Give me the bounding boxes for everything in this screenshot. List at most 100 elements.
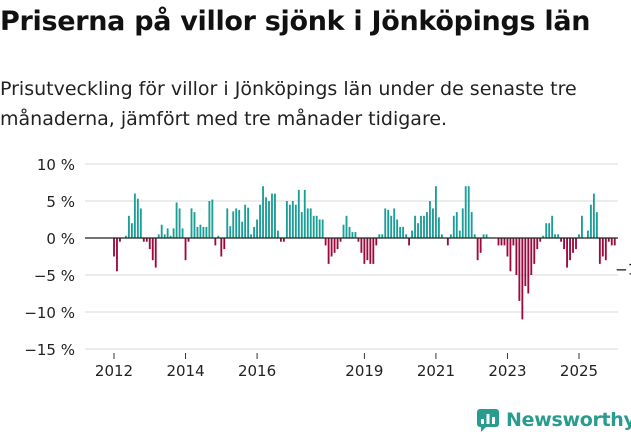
bar: [378, 234, 381, 238]
bar: [193, 212, 196, 238]
bar: [485, 234, 488, 238]
bar: [411, 230, 413, 238]
x-axis: 2012 2014 2016 2019 2021 2023 2025: [95, 353, 598, 380]
bar: [581, 215, 583, 238]
bar: [315, 215, 318, 238]
bar: [536, 238, 539, 250]
bar: [387, 209, 390, 238]
bar: [426, 212, 428, 238]
x-tick-label: 2025: [560, 362, 598, 380]
y-tick-label: −5 %: [34, 267, 75, 285]
bar: [461, 208, 464, 238]
bar: [479, 238, 482, 253]
bar: [518, 238, 521, 301]
bar: [375, 238, 378, 246]
bar: [172, 228, 175, 238]
bar: [417, 223, 419, 238]
bar: [214, 238, 217, 246]
bar: [268, 201, 270, 238]
bar: [384, 208, 387, 238]
bar: [521, 238, 524, 320]
bar: [500, 238, 503, 246]
bar: [333, 238, 336, 253]
bar: [440, 234, 443, 238]
bar: [318, 219, 321, 238]
bar: [127, 215, 130, 238]
bar: [113, 238, 115, 257]
bar: [357, 238, 360, 242]
y-tick-label: 10 %: [37, 156, 75, 174]
x-tick-label: 2016: [238, 362, 276, 380]
bar: [187, 238, 190, 242]
bar: [595, 212, 598, 238]
bar: [142, 238, 145, 242]
bar: [133, 193, 136, 238]
bar: [509, 238, 512, 272]
bar: [396, 219, 399, 238]
bar: [190, 208, 193, 238]
bar: [294, 204, 297, 238]
y-axis-labels: 10 % 5 % 0 % −5 % −10 % −15 %: [24, 156, 75, 359]
bar: [434, 186, 437, 238]
bar: [250, 234, 253, 238]
page-title: Priserna på villor sjönk i Jönköpings lä…: [0, 6, 591, 37]
bar: [202, 226, 205, 238]
bar: [321, 219, 324, 238]
bar: [548, 223, 551, 238]
bar: [211, 199, 214, 238]
bar: [342, 224, 345, 238]
bar: [327, 238, 330, 264]
bar: [524, 238, 527, 287]
bar: [390, 215, 393, 238]
bar: [217, 235, 220, 238]
x-tick-label: 2021: [417, 362, 455, 380]
bar: [604, 238, 607, 261]
newsworthy-logo-icon: [477, 409, 499, 432]
bar: [399, 226, 402, 238]
bar: [515, 238, 518, 275]
bar: [169, 235, 172, 238]
bar: [482, 234, 485, 238]
bar: [589, 204, 592, 238]
bar: [455, 212, 458, 238]
last-value-annotation: −1 %: [615, 260, 631, 278]
bar: [351, 232, 354, 238]
bar: [306, 208, 309, 238]
y-tick-label: 5 %: [46, 193, 75, 211]
bar: [566, 238, 568, 268]
bar: [309, 208, 312, 238]
bar: [437, 217, 440, 238]
bar: [366, 238, 369, 261]
bar: [148, 238, 151, 250]
bar: [220, 238, 223, 257]
bar: [241, 221, 244, 238]
bar: [157, 234, 160, 238]
bar: [271, 193, 273, 238]
bar: [372, 238, 375, 264]
bar: [598, 238, 601, 264]
bar: [572, 238, 574, 253]
bar: [563, 238, 566, 250]
bar: [330, 238, 333, 257]
bar: [527, 238, 530, 294]
bar: [512, 238, 515, 246]
bar: [506, 238, 509, 257]
bar: [145, 238, 148, 242]
bar: [530, 238, 533, 275]
bar: [232, 211, 235, 238]
bars: [113, 186, 616, 320]
bar: [262, 186, 264, 238]
bar: [265, 197, 267, 238]
bar: [467, 186, 470, 238]
x-tick-label: 2014: [166, 362, 204, 380]
x-tick-label: 2012: [95, 362, 133, 380]
bar: [560, 238, 563, 242]
bar: [124, 235, 127, 238]
bar: [458, 230, 461, 238]
bar: [339, 238, 342, 242]
bar: [432, 208, 434, 238]
bar: [256, 219, 258, 238]
bar: [592, 193, 595, 238]
bar: [184, 238, 187, 261]
bar: [238, 209, 241, 238]
